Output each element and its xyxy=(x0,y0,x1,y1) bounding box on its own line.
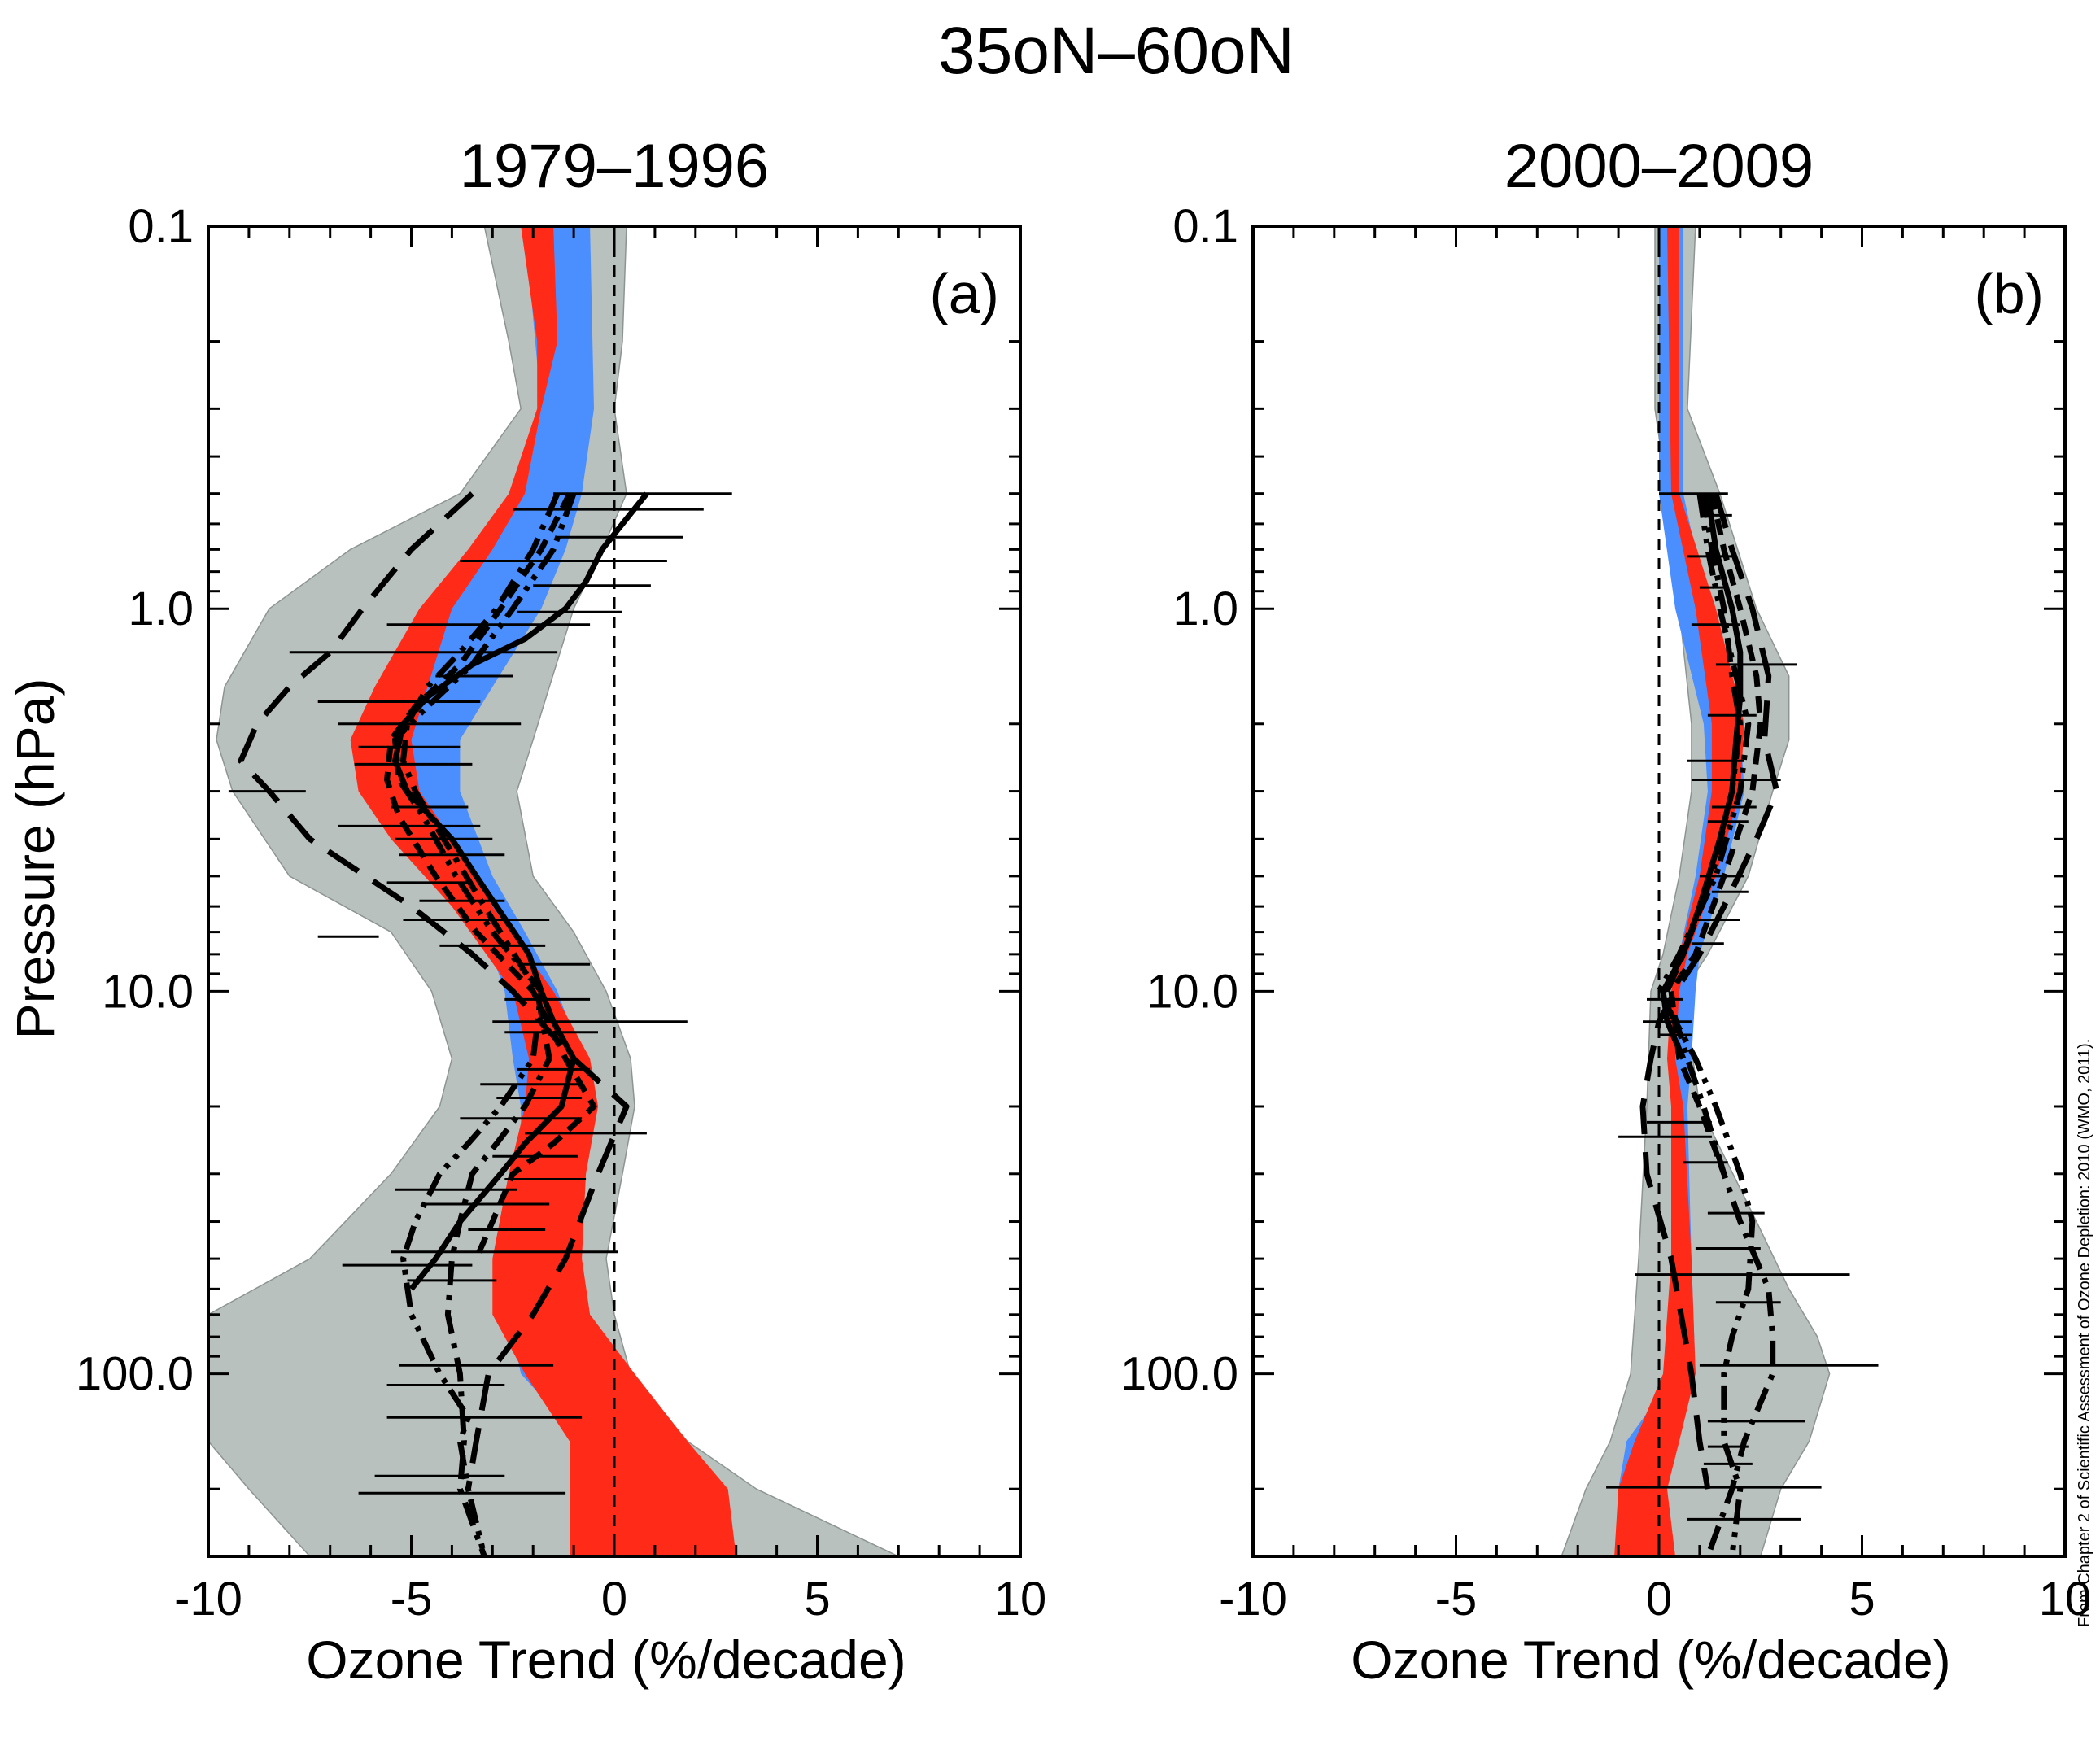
x-tick-label: -5 xyxy=(1435,1573,1478,1626)
series-dash-dot-dot-line xyxy=(392,492,577,1556)
x-tick-label: 0 xyxy=(1646,1573,1672,1626)
series-short-dash-line xyxy=(384,492,597,1260)
source-credit: From Chapter 2 of Scientific Assessment … xyxy=(2076,1039,2093,1627)
y-axis-label: Pressure (hPa) xyxy=(5,679,65,1040)
series-solid-line xyxy=(392,491,649,1291)
x-tick-label: 5 xyxy=(804,1573,830,1626)
y-tick-label: 100.0 xyxy=(76,1348,194,1401)
model-red-band xyxy=(350,226,736,1556)
series-long-dash-line xyxy=(1639,492,1780,1490)
series-long-dash-line xyxy=(238,491,630,1490)
x-axis-label: Ozone Trend (%/decade) xyxy=(306,1630,906,1690)
panel-title: 2000–2009 xyxy=(1504,132,1814,201)
panel-label: (b) xyxy=(1974,262,2044,325)
figure-title: 35oN–60oN xyxy=(938,14,1294,88)
x-tick-label: 0 xyxy=(601,1573,627,1626)
y-tick-label: 1.0 xyxy=(1172,583,1238,635)
x-tick-label: 5 xyxy=(1849,1573,1875,1626)
model-range-fill-band xyxy=(208,226,899,1556)
y-tick-label: 100.0 xyxy=(1120,1348,1238,1401)
x-tick-label: 10 xyxy=(994,1573,1047,1626)
panel-label: (a) xyxy=(929,262,999,325)
x-tick-label: -5 xyxy=(391,1573,433,1626)
panels: -10 -5 0 5 10 0.1 1.0 10.0 100.0 1979–1996 (a) Ozon… xyxy=(5,132,2091,1690)
y-tick-label: 1.0 xyxy=(128,583,194,635)
series-short-dash-line xyxy=(1668,492,1764,1175)
x-tick-label: -10 xyxy=(1219,1573,1287,1626)
y-tick-label: 10.0 xyxy=(1146,965,1238,1018)
series-dash-dot-line xyxy=(400,492,561,1556)
y-tick-label: 10.0 xyxy=(102,965,194,1018)
plot-area xyxy=(1561,226,1879,1556)
x-tick-label: 10 xyxy=(2039,1573,2092,1626)
panel-a: -10 -5 0 5 10 0.1 1.0 10.0 100.0 1979–1996 (a) Ozon… xyxy=(5,132,1046,1690)
series-dash-dot-line xyxy=(1664,493,1776,1556)
panel-b: -10 -5 0 5 10 0.1 1.0 10.0 100.0 2000–2009 (b) Ozon… xyxy=(1120,132,2091,1690)
y-tick-label: 0.1 xyxy=(1172,200,1238,253)
plot-area xyxy=(208,226,899,1556)
y-tick-label: 0.1 xyxy=(128,200,194,253)
x-axis-label: Ozone Trend (%/decade) xyxy=(1351,1630,1950,1690)
x-tick-label: -10 xyxy=(174,1573,242,1626)
panel-title: 1979–1996 xyxy=(460,132,769,201)
series-dash-dot-dot-line xyxy=(1656,493,1756,1556)
